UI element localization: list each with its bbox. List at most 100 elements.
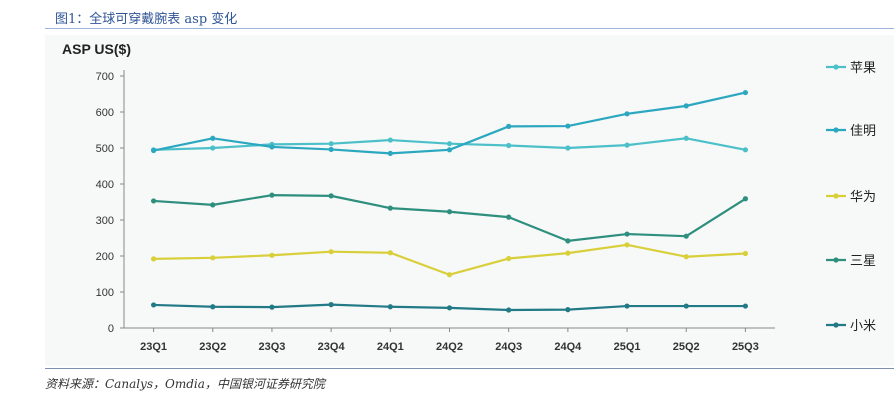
x-tick-label: 24Q3 [495,341,522,353]
data-point [387,150,393,156]
chart-title: ASP US($) [62,41,131,57]
data-point [506,307,512,313]
data-point [210,304,216,310]
source-note: 资料来源：Canalys，Omdia，中国银河证券研究院 [45,377,325,391]
data-point [210,255,216,261]
data-point [150,147,157,154]
data-point [150,198,157,204]
data-point [269,252,275,258]
data-point [565,250,571,256]
legend-marker [833,322,839,328]
legend-item: 三星 [826,253,876,268]
data-point [446,147,453,153]
y-tick-label: 600 [96,107,114,119]
x-tick-label: 24Q4 [554,341,582,353]
data-point [210,145,216,151]
data-point [683,135,689,141]
x-tick-label: 23Q4 [318,341,346,353]
legend-item: 佳明 [826,123,876,138]
x-tick-label: 25Q3 [732,341,759,353]
y-tick-label: 300 [96,215,114,227]
legend-marker [833,257,839,263]
data-point [506,142,512,149]
data-point [328,193,334,199]
x-tick-label: 23Q3 [258,341,285,353]
series-line [153,194,746,242]
series-layer [150,89,749,313]
data-point [269,144,275,150]
legend-item: 小米 [826,318,876,333]
x-tick-label: 24Q2 [436,341,463,353]
data-point [742,250,749,257]
source-divider [45,368,894,369]
data-point [565,307,571,313]
x-tick-label: 25Q2 [673,341,700,353]
data-point [446,305,453,311]
series-3 [150,242,749,278]
data-point [565,145,571,151]
data-point [328,141,334,147]
series-line [153,243,746,276]
data-point [210,135,216,141]
legend-item: 华为 [826,189,876,204]
y-tick-label: 100 [96,287,114,299]
series-5 [150,302,749,313]
data-point [387,304,393,310]
data-point [446,209,453,215]
x-tick-label: 23Q2 [199,341,226,353]
legend-label: 三星 [850,253,876,268]
y-tick-label: 700 [96,71,114,83]
data-point [328,249,334,255]
data-point [506,123,512,129]
data-point [742,196,749,202]
data-point [328,302,334,308]
chart-panel [45,35,894,366]
data-point [742,89,749,96]
data-point [328,146,334,153]
data-point [742,147,749,153]
data-point [446,141,453,147]
data-point [387,250,393,256]
y-tick-label: 400 [96,179,114,191]
data-point [742,303,749,309]
series-4 [150,192,749,244]
data-point [565,123,571,129]
data-point [506,214,512,220]
y-tick-label: 200 [96,251,114,263]
x-tick-label: 24Q1 [377,341,404,353]
y-tick-label: 500 [96,143,114,155]
data-point [624,111,630,117]
legend-label: 苹果 [850,60,876,75]
data-point [269,304,275,310]
data-point [624,231,630,237]
data-point [150,256,157,262]
legend-label: 小米 [850,318,876,333]
y-tick-label: 0 [108,323,114,335]
legend-marker [833,193,839,199]
data-point [150,302,157,308]
axes: 0 100 200 300 400 500 600 700 23Q1 23Q2 23Q3 23Q4 24… [96,70,775,353]
data-point [446,272,453,278]
x-tick-label: 23Q1 [140,341,167,353]
data-point [269,192,275,198]
data-point [387,137,393,143]
data-point [210,202,216,208]
x-tick-label: 25Q1 [614,341,641,353]
data-point [506,255,512,262]
series-1 [150,135,749,153]
data-point [683,254,689,260]
legend-item: 苹果 [826,60,876,75]
legend-marker [833,127,839,133]
figure-title: 图1：全球可穿戴腕表 asp 变化 [55,12,238,27]
legend-label: 华为 [850,189,876,204]
data-point [624,142,630,148]
title-divider [45,28,894,29]
data-point [624,303,630,309]
data-point [624,242,630,248]
data-point [683,303,689,309]
data-point [387,205,393,211]
legend-marker [833,64,839,70]
legend-label: 佳明 [850,123,876,138]
